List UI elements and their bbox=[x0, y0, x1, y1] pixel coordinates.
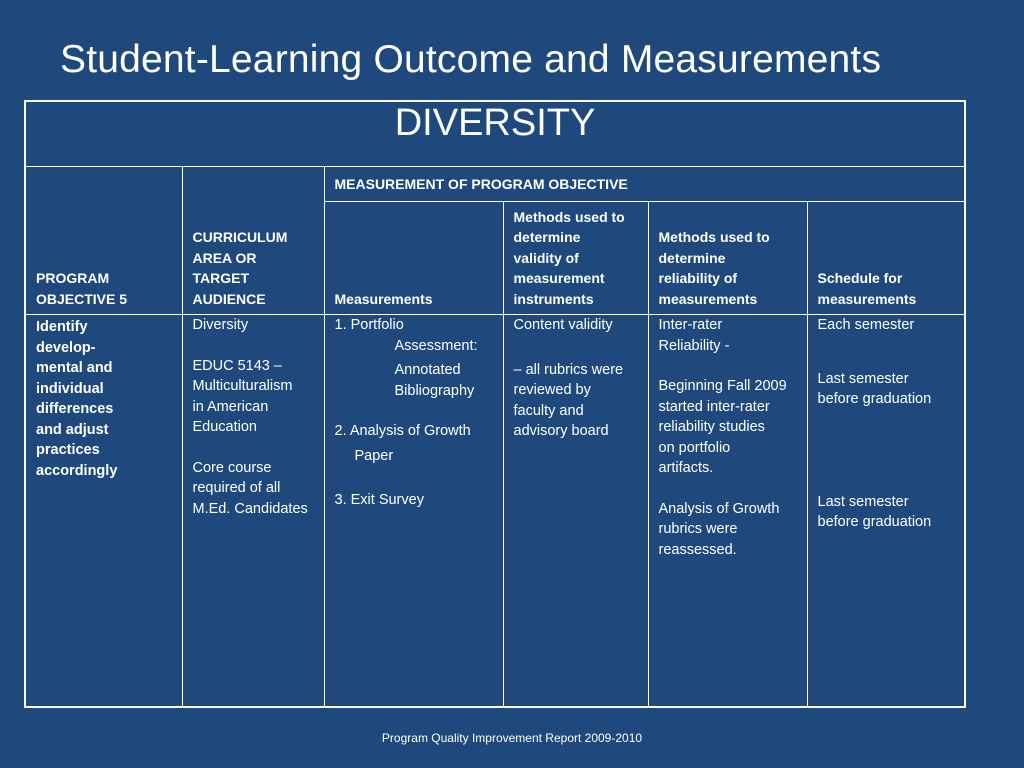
header-line: Methods used to bbox=[658, 229, 770, 245]
reliability-detail-line: reliability studies bbox=[658, 419, 765, 435]
header-line: measurement bbox=[513, 270, 605, 286]
header-line: OBJECTIVE 5 bbox=[36, 290, 128, 307]
validity-method: Content validity bbox=[513, 317, 613, 333]
objective-line: Identify bbox=[36, 319, 88, 335]
header-line: determine bbox=[658, 249, 726, 266]
course-line: Education bbox=[192, 419, 258, 435]
measurement-subitem: Bibliography bbox=[394, 382, 475, 399]
measurements-cell: 1. Portfolio Assessment: Annotated Bibli… bbox=[323, 314, 504, 708]
table-row: Identify develop- mental and individual … bbox=[24, 314, 966, 708]
reliability-detail-line: started inter-rater bbox=[658, 398, 770, 415]
measurement-item: 1. Portfolio bbox=[334, 317, 404, 333]
slide-footer: Program Quality Improvement Report 2009-… bbox=[381, 731, 643, 745]
header-line: reliability of bbox=[658, 270, 738, 286]
validity-detail-line: – all rubrics were bbox=[513, 361, 624, 378]
measurement-group-row: PROGRAM OBJECTIVE 5 CURRICULUM AREA OR T… bbox=[24, 166, 966, 315]
validity-detail-line: reviewed by bbox=[513, 382, 591, 398]
validity-detail-line: faculty and bbox=[513, 402, 584, 419]
course-note-line: required of all bbox=[192, 480, 281, 496]
header-line: measurements bbox=[658, 290, 758, 307]
objective-cell: Identify develop- mental and individual … bbox=[24, 314, 183, 708]
measurement-item: 3. Exit Survey bbox=[334, 492, 424, 508]
reliability-detail-line: Analysis of Growth bbox=[658, 500, 780, 517]
course-line: in American bbox=[192, 398, 269, 415]
header-line: instruments bbox=[513, 290, 594, 307]
column-header-row: Measurements Methods used to determine v… bbox=[25, 201, 966, 315]
course-note-line: Core course bbox=[192, 459, 272, 476]
reliability-detail-line: artifacts. bbox=[658, 460, 714, 476]
reliability-detail-line: rubrics were bbox=[658, 521, 738, 537]
course-note-line: M.Ed. Candidates bbox=[192, 500, 308, 517]
objective-line: individual bbox=[36, 380, 104, 397]
header-line: determine bbox=[513, 229, 581, 245]
header-validity: Methods used to determine validity of me… bbox=[502, 201, 649, 315]
objective-line: accordingly bbox=[36, 462, 118, 479]
header-program-objective: PROGRAM OBJECTIVE 5 bbox=[24, 166, 183, 315]
slide-title: Student-Learning Outcome and Measurement… bbox=[60, 38, 882, 81]
reliability-cell: Inter-rater Reliability - Beginning Fall… bbox=[647, 314, 808, 708]
reliability-detail-line: reassessed. bbox=[658, 541, 737, 558]
header-line: Schedule for bbox=[817, 270, 903, 286]
curriculum-cell: Diversity EDUC 5143 – Multiculturalism i… bbox=[181, 314, 325, 708]
reliability-method-line: Reliability - bbox=[658, 337, 730, 354]
outcome-table: DIVERSITY PROGRAM OBJECTIVE 5 CURRICULUM… bbox=[24, 100, 967, 708]
schedule-item-line: before graduation bbox=[817, 514, 932, 530]
header-line: CURRICULUM bbox=[192, 229, 288, 245]
schedule-item: Each semester bbox=[817, 317, 915, 333]
header-line: AREA OR bbox=[192, 249, 257, 266]
objective-line: practices bbox=[36, 442, 100, 458]
header-measurements: Measurements bbox=[323, 201, 504, 315]
header-line: PROGRAM bbox=[36, 270, 110, 286]
measurement-item: 2. Analysis of Growth bbox=[334, 423, 471, 439]
header-line: validity of bbox=[513, 249, 579, 266]
schedule-item-line: Last semester bbox=[817, 370, 909, 387]
header-schedule: Schedule for measurements bbox=[806, 201, 966, 315]
measurement-subitem: Annotated bbox=[394, 362, 461, 378]
reliability-method-line: Inter-rater bbox=[658, 317, 723, 333]
schedule-item-line: before graduation bbox=[817, 391, 932, 407]
header-line: Methods used to bbox=[513, 208, 625, 225]
schedule-item-line: Last semester bbox=[817, 493, 909, 510]
objective-line: differences bbox=[36, 401, 114, 417]
header-line: TARGET bbox=[192, 270, 250, 286]
header-curriculum: CURRICULUM AREA OR TARGET AUDIENCE bbox=[181, 166, 325, 315]
measurement-item: Paper bbox=[354, 447, 394, 464]
reliability-detail-line: on portfolio bbox=[658, 439, 731, 456]
header-line: AUDIENCE bbox=[192, 290, 266, 307]
measurement-item: Assessment: bbox=[394, 337, 478, 354]
header-measurement-group: MEASUREMENT OF PROGRAM OBJECTIVE bbox=[323, 166, 966, 202]
objective-line: mental and bbox=[36, 360, 113, 376]
reliability-detail-line: Beginning Fall 2009 bbox=[658, 378, 787, 394]
course-line: EDUC 5143 – bbox=[192, 357, 282, 374]
header-reliability: Methods used to determine reliability of… bbox=[647, 201, 808, 315]
validity-cell: Content validity – all rubrics were revi… bbox=[502, 314, 649, 708]
objective-line: and adjust bbox=[36, 421, 109, 438]
table-title: DIVERSITY bbox=[24, 100, 966, 167]
validity-detail-line: advisory board bbox=[513, 423, 609, 439]
header-line: Measurements bbox=[334, 290, 433, 307]
header-line: measurements bbox=[817, 290, 917, 307]
curriculum-area: Diversity bbox=[192, 317, 249, 333]
course-line: Multiculturalism bbox=[192, 378, 293, 394]
table-title-row: DIVERSITY bbox=[24, 100, 966, 167]
objective-line: develop- bbox=[36, 339, 96, 356]
schedule-cell: Each semester Last semester before gradu… bbox=[806, 314, 966, 708]
